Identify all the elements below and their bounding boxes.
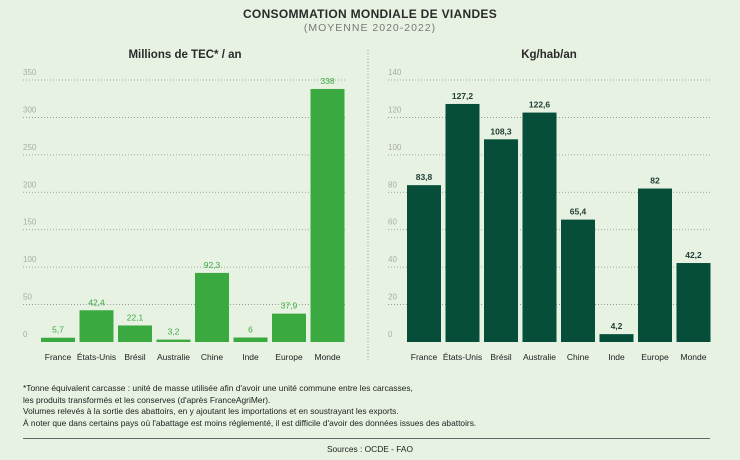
x-tick-label: Chine <box>201 352 223 362</box>
bar-chine <box>561 219 595 342</box>
data-label: 65,4 <box>570 207 587 217</box>
footnote-line: *Tonne équivalent carcasse : unité de ma… <box>23 383 413 393</box>
data-label: 42,4 <box>88 297 105 307</box>
x-tick-label: France <box>45 352 72 362</box>
x-tick-label: États-Unis <box>443 352 482 362</box>
footnote-line: Volumes relevés à la sortie des abattoir… <box>23 406 399 417</box>
data-label: 6 <box>248 325 253 335</box>
data-label: 42,2 <box>685 250 702 260</box>
data-label: 127,2 <box>452 91 474 101</box>
x-tick-label: Inde <box>608 352 625 362</box>
y-tick-label: 0 <box>23 330 28 339</box>
y-tick-label: 150 <box>23 218 37 227</box>
x-tick-label: Inde <box>242 352 259 362</box>
data-label: 82 <box>650 176 660 186</box>
data-label: 4,2 <box>611 321 623 331</box>
chart-subtitle: (MOYENNE 2020-2022) <box>303 22 437 34</box>
data-label: 108,3 <box>490 126 512 136</box>
y-tick-label: 50 <box>23 293 32 302</box>
bar-australie <box>522 112 557 342</box>
y-tick-label: 120 <box>388 105 402 114</box>
bar-france <box>41 337 75 342</box>
footnotes: *Tonne équivalent carcasse : unité de ma… <box>23 383 476 429</box>
y-tick-label: 100 <box>388 143 402 152</box>
x-tick-label: Brésil <box>124 352 145 362</box>
x-tick-label: Australie <box>157 352 190 362</box>
data-label: 5,7 <box>52 325 64 335</box>
x-tick-label: Monde <box>315 352 341 362</box>
data-label: 338 <box>320 76 334 86</box>
data-label: 122,6 <box>529 100 551 110</box>
bar-états-unis <box>79 310 114 342</box>
x-tick-label: Europe <box>275 352 303 362</box>
y-tick-label: 40 <box>388 255 397 264</box>
charts-canvas: Millions de TEC* / an0501001502002503003… <box>23 49 711 362</box>
bar-brésil <box>484 139 518 342</box>
y-tick-label: 0 <box>388 330 393 339</box>
data-label: 37,9 <box>281 301 298 311</box>
panel-title: Millions de TEC* / an <box>128 49 241 61</box>
bar-états-unis <box>445 103 480 342</box>
data-label: 22,1 <box>127 312 144 322</box>
bar-monde <box>310 88 345 343</box>
y-tick-label: 20 <box>388 293 397 302</box>
data-label: 3,2 <box>168 327 180 337</box>
x-tick-label: France <box>411 352 438 362</box>
y-tick-label: 300 <box>23 105 37 114</box>
chart-title: CONSOMMATION MONDIALE DE VIANDES <box>242 7 498 21</box>
y-tick-label: 60 <box>388 218 397 227</box>
bar-australie <box>156 339 191 342</box>
bar-europe <box>638 188 672 342</box>
x-tick-label: États-Unis <box>77 352 116 362</box>
y-tick-label: 140 <box>388 68 402 77</box>
y-tick-label: 350 <box>23 68 37 77</box>
bar-europe <box>272 313 306 342</box>
y-tick-label: 200 <box>23 180 37 189</box>
bar-brésil <box>118 325 152 342</box>
bar-inde <box>233 337 268 342</box>
bar-france <box>407 185 441 342</box>
divider <box>23 438 710 439</box>
bar-monde <box>676 263 711 342</box>
panel-title: Kg/hab/an <box>521 49 577 61</box>
data-label: 83,8 <box>416 172 433 182</box>
bar-chine <box>195 272 229 342</box>
x-tick-label: Australie <box>523 352 556 362</box>
x-tick-label: Chine <box>567 352 589 362</box>
y-tick-label: 100 <box>23 255 37 264</box>
sources: Sources : OCDE - FAO <box>326 444 414 454</box>
y-tick-label: 80 <box>388 180 397 189</box>
bar-inde <box>599 334 634 342</box>
data-label: 92,3 <box>204 260 221 270</box>
x-tick-label: Europe <box>641 352 669 362</box>
footnote-line: les produits transformés et les conserve… <box>23 394 271 405</box>
x-tick-label: Brésil <box>490 352 511 362</box>
y-tick-label: 250 <box>23 143 37 152</box>
x-tick-label: Monde <box>681 352 707 362</box>
footnote-line: À noter que dans certains pays où l'abat… <box>23 417 477 428</box>
